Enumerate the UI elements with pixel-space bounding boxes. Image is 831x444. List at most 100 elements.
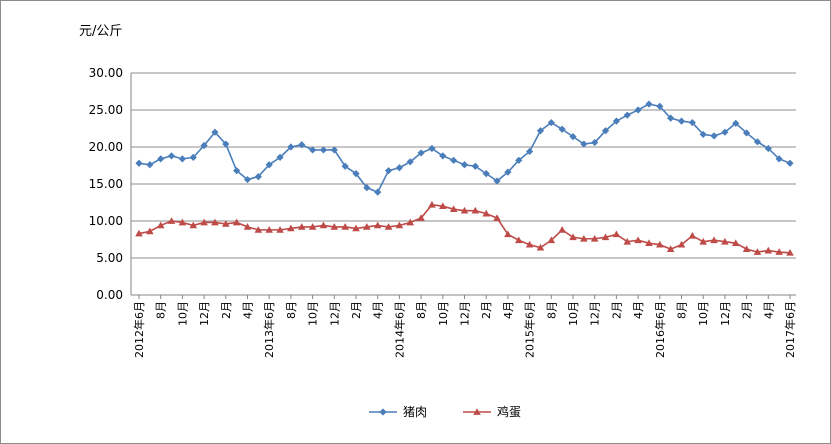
data-point	[656, 240, 664, 248]
legend-item: 鸡蛋	[463, 404, 521, 419]
data-point	[743, 129, 751, 137]
data-point	[645, 239, 653, 247]
data-point	[406, 158, 414, 166]
x-tick-label: 2012年6月	[132, 301, 146, 358]
data-point	[493, 177, 501, 185]
data-point	[688, 118, 696, 127]
data-point	[775, 155, 783, 163]
legend-label: 猪肉	[403, 405, 427, 419]
legend: 猪肉 鸡蛋	[369, 404, 521, 419]
data-point	[352, 224, 360, 232]
data-point	[254, 226, 263, 233]
x-tick-label: 2017年6月	[783, 301, 797, 358]
data-point	[482, 209, 490, 217]
data-point	[742, 245, 751, 252]
data-point	[232, 218, 241, 226]
data-point	[439, 152, 447, 160]
data-point	[667, 114, 675, 122]
data-point	[699, 237, 707, 245]
legend-label: 鸡蛋	[497, 404, 521, 419]
data-point	[471, 206, 480, 214]
data-point	[233, 167, 241, 175]
series-1	[135, 100, 794, 196]
data-point	[493, 214, 501, 221]
data-point	[525, 240, 534, 248]
x-tick-label: 4月	[372, 301, 385, 319]
unit-label: 元/公斤	[79, 24, 122, 39]
data-point	[341, 223, 349, 230]
series-2	[135, 200, 794, 256]
data-point	[384, 167, 393, 175]
data-point	[319, 146, 328, 154]
data-point	[167, 217, 176, 224]
data-point	[287, 143, 295, 151]
data-point	[265, 161, 273, 169]
data-point	[514, 236, 523, 244]
x-tick-label: 2015年6月	[523, 301, 537, 358]
x-tick-label: 10月	[176, 301, 189, 326]
data-point	[189, 153, 197, 161]
legend-marker	[473, 408, 481, 415]
data-point	[146, 227, 154, 235]
x-tick-label: 4月	[242, 301, 255, 319]
data-point	[764, 246, 773, 254]
data-point	[656, 102, 664, 110]
data-point	[764, 144, 772, 153]
x-tick-label: 12月	[328, 301, 341, 326]
x-tick-label: 4月	[762, 301, 775, 319]
x-tick-label: 4月	[502, 301, 515, 319]
x-tick-label: 12月	[459, 301, 472, 326]
data-point	[308, 223, 317, 230]
data-point	[558, 226, 566, 233]
data-point	[753, 138, 762, 146]
data-point	[417, 214, 425, 221]
data-point	[677, 240, 686, 248]
data-point	[352, 170, 360, 178]
data-point	[677, 117, 686, 125]
data-point	[699, 130, 707, 139]
data-point	[645, 100, 653, 108]
data-point	[200, 141, 208, 150]
data-point	[732, 119, 740, 127]
data-point	[330, 223, 339, 230]
data-point	[374, 188, 382, 196]
data-point	[297, 223, 306, 230]
data-point	[623, 237, 632, 245]
series-layer	[135, 100, 794, 256]
data-point	[536, 243, 545, 251]
data-point	[265, 226, 273, 233]
data-point	[146, 161, 154, 169]
data-point	[319, 221, 328, 229]
data-point	[156, 221, 165, 229]
y-tick-label: 30.00	[89, 66, 123, 80]
data-point	[298, 141, 306, 149]
x-tick-label: 10月	[307, 301, 320, 326]
data-point	[167, 152, 176, 160]
data-point	[569, 133, 577, 141]
data-point	[211, 218, 219, 226]
data-point	[395, 164, 403, 172]
data-point	[547, 118, 555, 127]
x-tick-label: 2013年6月	[262, 301, 276, 358]
y-tick-label: 15.00	[89, 177, 123, 191]
data-point	[721, 128, 729, 136]
y-axis-ticks: 0.00 5.00 10.00 15.00 20.00 25.00 30.00	[89, 66, 123, 302]
data-point	[341, 162, 349, 170]
x-tick-label: 8月	[285, 301, 298, 319]
data-point	[450, 156, 458, 164]
data-point	[363, 184, 371, 192]
x-tick-label: 8月	[545, 301, 558, 319]
x-tick-label: 8月	[415, 301, 428, 319]
data-point	[363, 223, 371, 230]
data-point	[688, 232, 697, 239]
y-tick-label: 5.00	[96, 251, 123, 265]
data-point	[710, 236, 718, 244]
data-point	[222, 140, 230, 148]
x-tick-label: 8月	[155, 301, 168, 319]
legend-marker	[379, 408, 387, 416]
data-point	[373, 221, 382, 229]
x-tick-label: 12月	[589, 301, 602, 326]
data-point	[276, 226, 284, 233]
x-tick-label: 2月	[220, 301, 233, 319]
